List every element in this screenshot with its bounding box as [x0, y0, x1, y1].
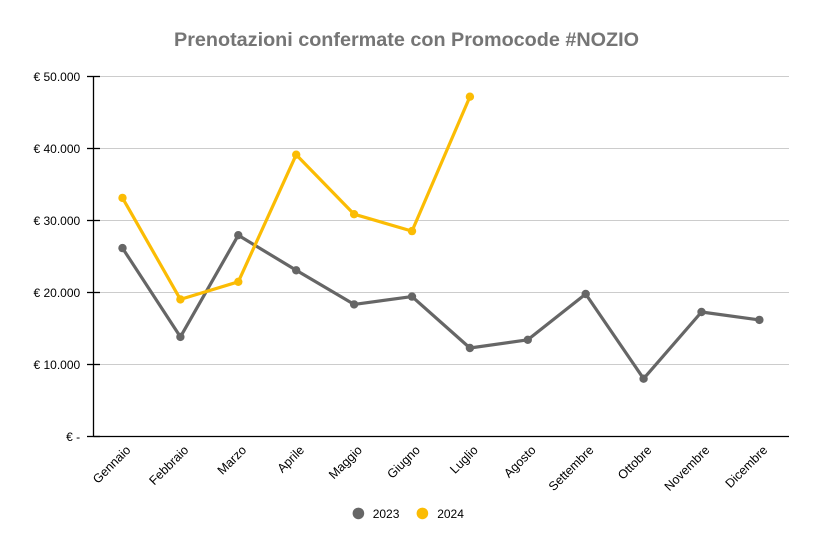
svg-text:€ 30.000: € 30.000 — [33, 214, 80, 228]
svg-text:€ 10.000: € 10.000 — [33, 358, 80, 372]
svg-text:2024: 2024 — [437, 507, 464, 521]
svg-text:€ 40.000: € 40.000 — [33, 142, 80, 156]
svg-text:Prenotazioni confermate con Pr: Prenotazioni confermate con Promocode #N… — [174, 29, 639, 51]
svg-text:€ -: € - — [66, 430, 80, 444]
svg-text:€ 50.000: € 50.000 — [33, 70, 80, 84]
svg-text:€ 20.000: € 20.000 — [33, 286, 80, 300]
svg-text:2023: 2023 — [373, 507, 400, 521]
